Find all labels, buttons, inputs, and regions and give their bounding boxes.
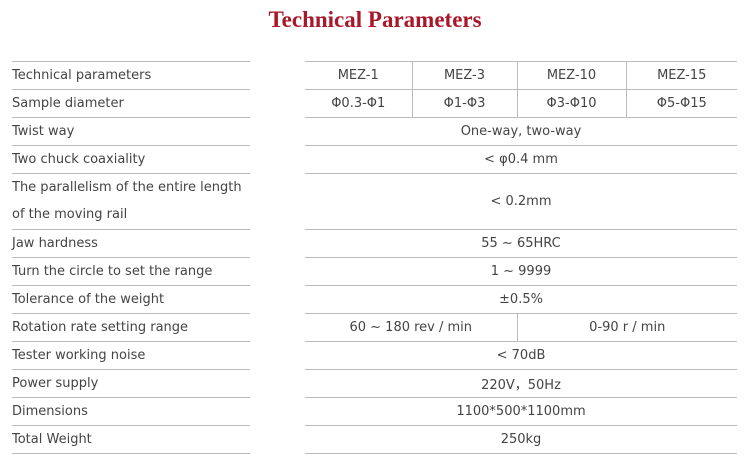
parameters-table: MEZ-1 MEZ-3 MEZ-10 MEZ-15 Φ0.3-Φ1 Φ1-Φ3 … <box>305 61 737 454</box>
label: Twist way <box>12 118 250 146</box>
noise-cell: < 70dB <box>305 341 737 370</box>
model-cell: MEZ-15 <box>625 61 737 90</box>
power-cell: 220V，50Hz <box>305 369 737 398</box>
rotation-cell: 0-90 r / min <box>516 313 737 342</box>
parallelism-cell: < 0.2mm <box>305 173 737 230</box>
label: Rotation rate setting range <box>12 314 250 342</box>
label: Dimensions <box>12 398 250 426</box>
label: Tester working noise <box>12 342 250 370</box>
label: Turn the circle to set the range <box>12 258 250 286</box>
label: Jaw hardness <box>12 230 250 258</box>
jaw-hardness-cell: 55 ~ 65HRC <box>305 229 737 258</box>
label: Technical parameters <box>12 62 250 90</box>
label: Two chuck coaxiality <box>12 146 250 174</box>
diameter-cell: Φ0.3-Φ1 <box>305 89 412 118</box>
parameter-labels: Technical parameters Sample diameter Twi… <box>12 61 250 454</box>
table-row: < 0.2mm <box>305 173 737 230</box>
table-row: One-way, two-way <box>305 117 737 146</box>
table-row: 1100*500*1100mm <box>305 397 737 426</box>
tolerance-cell: ±0.5% <box>305 285 737 314</box>
label: Total Weight <box>12 426 250 454</box>
diameter-cell: Φ5-Φ15 <box>625 89 737 118</box>
table-row: Φ0.3-Φ1 Φ1-Φ3 Φ3-Φ10 Φ5-Φ15 <box>305 89 737 118</box>
table-row: ±0.5% <box>305 285 737 314</box>
label: Tolerance of the weight <box>12 286 250 314</box>
table-row: 220V，50Hz <box>305 369 737 398</box>
table-row: 60 ~ 180 rev / min 0-90 r / min <box>305 313 737 342</box>
table-row: 55 ~ 65HRC <box>305 229 737 258</box>
table-row: 1 ~ 9999 <box>305 257 737 286</box>
diameter-cell: Φ3-Φ10 <box>516 89 626 118</box>
model-cell: MEZ-10 <box>516 61 626 90</box>
label: Sample diameter <box>12 90 250 118</box>
table-row: MEZ-1 MEZ-3 MEZ-10 MEZ-15 <box>305 61 737 90</box>
table-row: < φ0.4 mm <box>305 145 737 174</box>
weight-cell: 250kg <box>305 425 737 454</box>
rotation-cell: 60 ~ 180 rev / min <box>305 313 517 342</box>
table-row: 250kg <box>305 425 737 454</box>
model-cell: MEZ-1 <box>305 61 412 90</box>
circle-range-cell: 1 ~ 9999 <box>305 257 737 286</box>
label: The parallelism of the entire length of … <box>12 174 250 230</box>
model-cell: MEZ-3 <box>411 61 517 90</box>
table-row: < 70dB <box>305 341 737 370</box>
page-title: Technical Parameters <box>268 7 482 32</box>
coaxiality-cell: < φ0.4 mm <box>305 145 737 174</box>
twist-way-cell: One-way, two-way <box>305 117 737 146</box>
dimensions-cell: 1100*500*1100mm <box>305 397 737 426</box>
diameter-cell: Φ1-Φ3 <box>411 89 517 118</box>
label: Power supply <box>12 370 250 398</box>
